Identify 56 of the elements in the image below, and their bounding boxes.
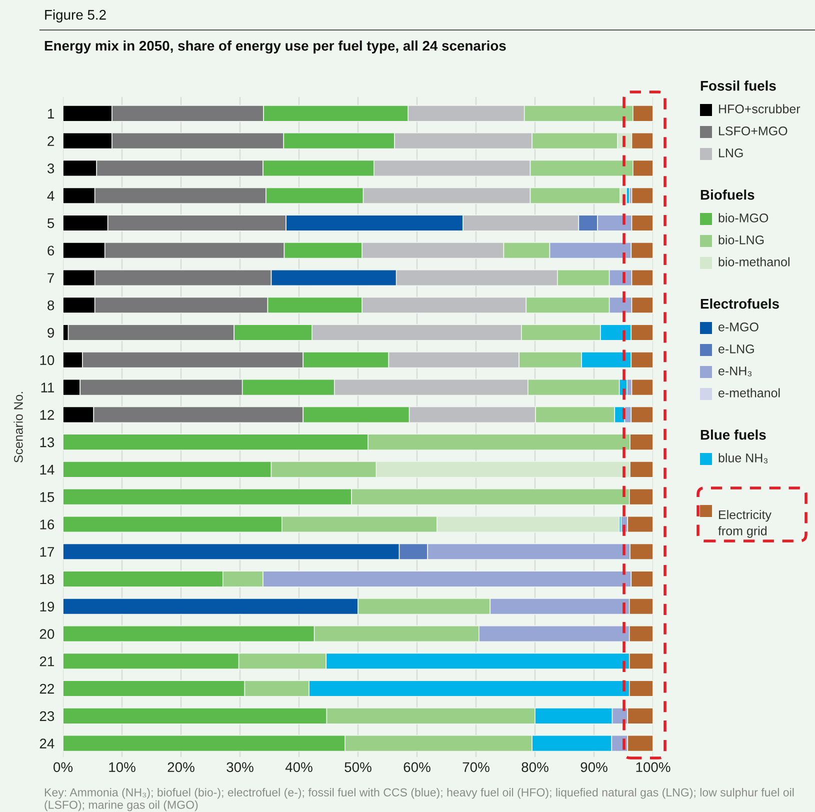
caption: Figure 5.2	[45, 10, 106, 22]
legend-label: e-methanol	[718, 388, 780, 398]
y-tick-label: 7	[48, 273, 54, 283]
y-tick-label: 2	[48, 136, 54, 146]
y-tick-label: 9	[48, 328, 54, 338]
x-tick-label: 20%	[168, 762, 194, 772]
y-tick-label: 17	[40, 547, 54, 557]
x-tick-label: 10%	[109, 762, 136, 772]
legend-label: bio-LNG	[718, 235, 764, 244]
x-tick-label: 90%	[580, 762, 608, 772]
y-axis-title: Scenario No.	[14, 392, 23, 463]
x-tick-label: 30%	[226, 762, 254, 772]
y-tick-label: 21	[40, 656, 54, 666]
legend-label: bio-methanol	[718, 257, 790, 266]
y-tick-label: 24	[40, 738, 54, 748]
text: Biofuels	[700, 190, 754, 200]
x-tick-label: 100%	[636, 762, 670, 772]
x-tick-label: 80%	[522, 762, 548, 772]
y-tick-label: 15	[40, 492, 54, 502]
text: Fossil fuels	[700, 80, 776, 91]
y-tick-label: 3	[47, 164, 54, 174]
x-tick-label: 60%	[404, 762, 430, 772]
legend-label: HFO+scrubber	[719, 104, 800, 114]
y-tick-label: 13	[40, 437, 54, 448]
y-tick-label: 20	[40, 629, 54, 639]
legend-label: LNG	[719, 148, 743, 158]
y-tick-label: 11	[41, 382, 54, 392]
x-tick-label: 70%	[462, 762, 490, 772]
y-tick-label: 23	[40, 711, 54, 722]
y-tick-label: 16	[40, 520, 54, 530]
y-tick-label: 8	[48, 300, 54, 310]
x-tick-label: 50%	[344, 762, 372, 772]
y-tick-label: 10	[40, 355, 54, 366]
y-tick-label: 5	[48, 218, 54, 228]
y-tick-label: 6	[48, 246, 54, 256]
y-tick-label: 22	[40, 684, 54, 694]
y-tick-label: 1	[48, 108, 54, 118]
legend-label: LSFO+MGO	[719, 126, 788, 136]
y-tick-label: 18	[40, 574, 54, 584]
legend-label: e-NH₃	[718, 366, 752, 376]
bar	[631, 187, 653, 204]
y-tick-label: 19	[40, 602, 54, 612]
legend-label: e-MGO	[718, 322, 758, 332]
y-tick-label: 12	[40, 410, 54, 420]
text: Key: Ammonia (NH₃); biofuel (bio-); electrofuel (e-); fossil fuel with CCS (blue); heavy fuel oil (HFO); liquefied natural gas (LNG); low sulphur fuel oil (LSFO); marine gas oil (MGO)	[44, 788, 794, 812]
chart-title: Energy mix in 2050, share of energy use per fuel type, all 24 scenarios	[44, 40, 506, 54]
y-tick-label: 14	[40, 464, 54, 474]
y-tick-label: 4	[47, 191, 54, 201]
legend-label: blue NH₃	[718, 453, 768, 464]
x-tick-label: 40%	[285, 762, 312, 772]
legend-label: bio-MGO	[718, 213, 768, 222]
text: Blue fuels	[700, 430, 766, 440]
text: Electrofuels	[700, 298, 779, 309]
legend-label: e-LNG	[718, 344, 754, 354]
x-tick-label: 0%	[54, 762, 73, 772]
legend-label: Electricity from grid	[718, 510, 772, 538]
